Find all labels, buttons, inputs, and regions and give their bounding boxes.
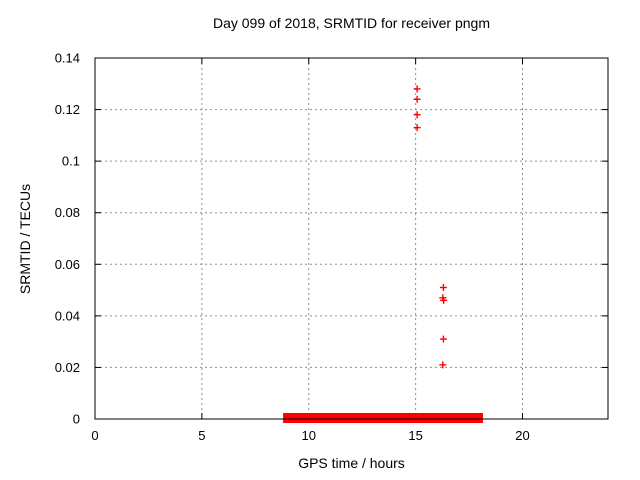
plot-frame — [94, 57, 609, 420]
y-tick-label: 0.12 — [55, 102, 80, 117]
dense-zero-band — [283, 413, 483, 423]
y-tick-label: 0.08 — [55, 205, 80, 220]
x-tick-label: 15 — [408, 428, 422, 443]
tick-marks — [94, 57, 608, 420]
x-axis-label: GPS time / hours — [298, 455, 405, 471]
tick-labels: 0 5 10 15 20 0 0.02 0.04 0.06 0.08 0.1 0.12 0.14 — [55, 51, 530, 444]
y-tick-label: 0.1 — [62, 154, 80, 169]
data-point-marker — [439, 335, 447, 343]
data-point-marker — [413, 95, 421, 103]
y-tick-label: 0.06 — [55, 257, 80, 272]
y-tick-label: 0 — [73, 412, 80, 427]
y-tick-label: 0.14 — [55, 51, 80, 66]
x-tick-label: 20 — [515, 428, 529, 443]
data-point-marker — [439, 283, 447, 291]
plot-border — [94, 57, 609, 420]
x-tick-label: 0 — [91, 428, 98, 443]
data-point-marker — [413, 111, 421, 119]
x-tick-label: 10 — [302, 428, 316, 443]
data-point-marker — [440, 296, 448, 304]
y-tick-label: 0.02 — [55, 360, 80, 375]
gridlines — [95, 58, 608, 419]
data-point-marker — [413, 85, 421, 93]
y-tick-label: 0.04 — [55, 308, 80, 323]
data-point-marker — [413, 124, 421, 132]
chart-title: Day 099 of 2018, SRMTID for receiver png… — [212, 15, 490, 31]
data-point-marker — [439, 361, 447, 369]
x-tick-label: 5 — [198, 428, 205, 443]
data-markers — [283, 85, 483, 423]
